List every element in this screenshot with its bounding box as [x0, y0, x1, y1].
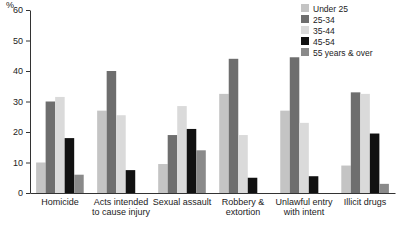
- bar: [55, 97, 65, 193]
- legend-item: 55 years & over: [301, 48, 373, 58]
- y-tick: 20: [13, 127, 30, 137]
- bar: [299, 123, 309, 193]
- bar: [379, 184, 389, 193]
- y-tick-label: 30: [13, 97, 23, 107]
- bar: [168, 135, 178, 193]
- legend-label: 55 years & over: [313, 48, 373, 58]
- y-axis-line: [30, 11, 31, 194]
- bar-series: [46, 57, 361, 193]
- x-tick-label: Unlawful entrywith intent: [276, 197, 334, 217]
- bar: [46, 102, 56, 194]
- y-tick: 0: [18, 188, 30, 198]
- legend-item: 25-34: [301, 15, 335, 25]
- legend-swatch: [301, 26, 309, 34]
- bar-series: [55, 94, 370, 193]
- legend-item: Under 25: [301, 4, 348, 14]
- y-tick-label: 0: [18, 188, 23, 198]
- legend-item: 35-44: [301, 26, 335, 36]
- bar: [135, 193, 145, 194]
- bar-series: [36, 94, 351, 193]
- legend-label: 25-34: [313, 15, 335, 25]
- x-tick-label: Sexual assault: [153, 197, 212, 207]
- bar: [177, 106, 187, 193]
- bar: [238, 135, 248, 193]
- bar: [309, 176, 319, 193]
- bar: [370, 134, 380, 193]
- bar: [360, 94, 370, 193]
- x-tick-label: Acts intendedto cause injury: [92, 197, 151, 217]
- y-tick: 60: [13, 5, 30, 15]
- bar: [36, 163, 46, 194]
- y-tick-label: 60: [13, 5, 23, 15]
- bar: [196, 150, 206, 193]
- bars: [36, 57, 389, 193]
- y-tick: 10: [13, 158, 30, 168]
- y-tick: 50: [13, 36, 30, 46]
- legend-label: 35-44: [313, 26, 335, 36]
- y-tick-mark: [26, 132, 30, 133]
- x-tick-label: Illicit drugs: [344, 197, 387, 207]
- legend-swatch: [301, 4, 309, 12]
- bar: [65, 138, 75, 193]
- x-tick-label: Homicide: [41, 197, 79, 207]
- y-tick-mark: [26, 193, 30, 194]
- y-tick-mark: [26, 10, 30, 11]
- bar: [187, 129, 197, 193]
- y-tick-mark: [26, 71, 30, 72]
- x-labels: Homicide Acts intendedto cause injurySexu…: [41, 197, 387, 217]
- legend-label: Under 25: [313, 4, 348, 14]
- legend-swatch: [301, 15, 309, 23]
- bar: [280, 111, 290, 193]
- y-tick: 40: [13, 66, 30, 76]
- y-tick-mark: [26, 41, 30, 42]
- bar: [219, 94, 229, 193]
- bar: [229, 59, 239, 193]
- y-tick-mark: [26, 102, 30, 103]
- y-axis-title: %: [6, 0, 14, 10]
- bar-series: [74, 150, 389, 193]
- y-tick: 30: [13, 97, 30, 107]
- legend-item: 45-54: [301, 37, 335, 47]
- y-tick-mark: [26, 163, 30, 164]
- y-tick-label: 50: [13, 36, 23, 46]
- bar: [116, 115, 126, 193]
- bar: [74, 175, 84, 193]
- bar-series: [65, 129, 380, 193]
- bar: [248, 178, 258, 193]
- y-tick-label: 40: [13, 66, 23, 76]
- bar: [107, 71, 117, 193]
- y-tick-label: 20: [13, 127, 23, 137]
- x-axis-line: [31, 193, 396, 194]
- legend-swatch: [301, 48, 309, 56]
- bar: [290, 57, 300, 193]
- bar: [351, 92, 361, 193]
- bar: [318, 193, 328, 194]
- x-axis: [31, 193, 396, 195]
- chart: 0 10 20 30 40 50 60 Homicide Acts intendedto cau…: [0, 0, 397, 227]
- bar: [97, 111, 107, 193]
- y-tick-label: 10: [13, 158, 23, 168]
- bar: [126, 170, 136, 193]
- bar: [341, 166, 351, 193]
- legend-label: 45-54: [313, 37, 335, 47]
- legend-swatch: [301, 37, 309, 45]
- x-tick-label: Robbery &extortion: [222, 197, 265, 217]
- legend: Under 2525-3435-4445-5455 years & over: [301, 4, 373, 58]
- bar: [257, 193, 267, 194]
- y-axis: 0 10 20 30 40 50 60: [13, 5, 31, 198]
- bar: [158, 164, 168, 193]
